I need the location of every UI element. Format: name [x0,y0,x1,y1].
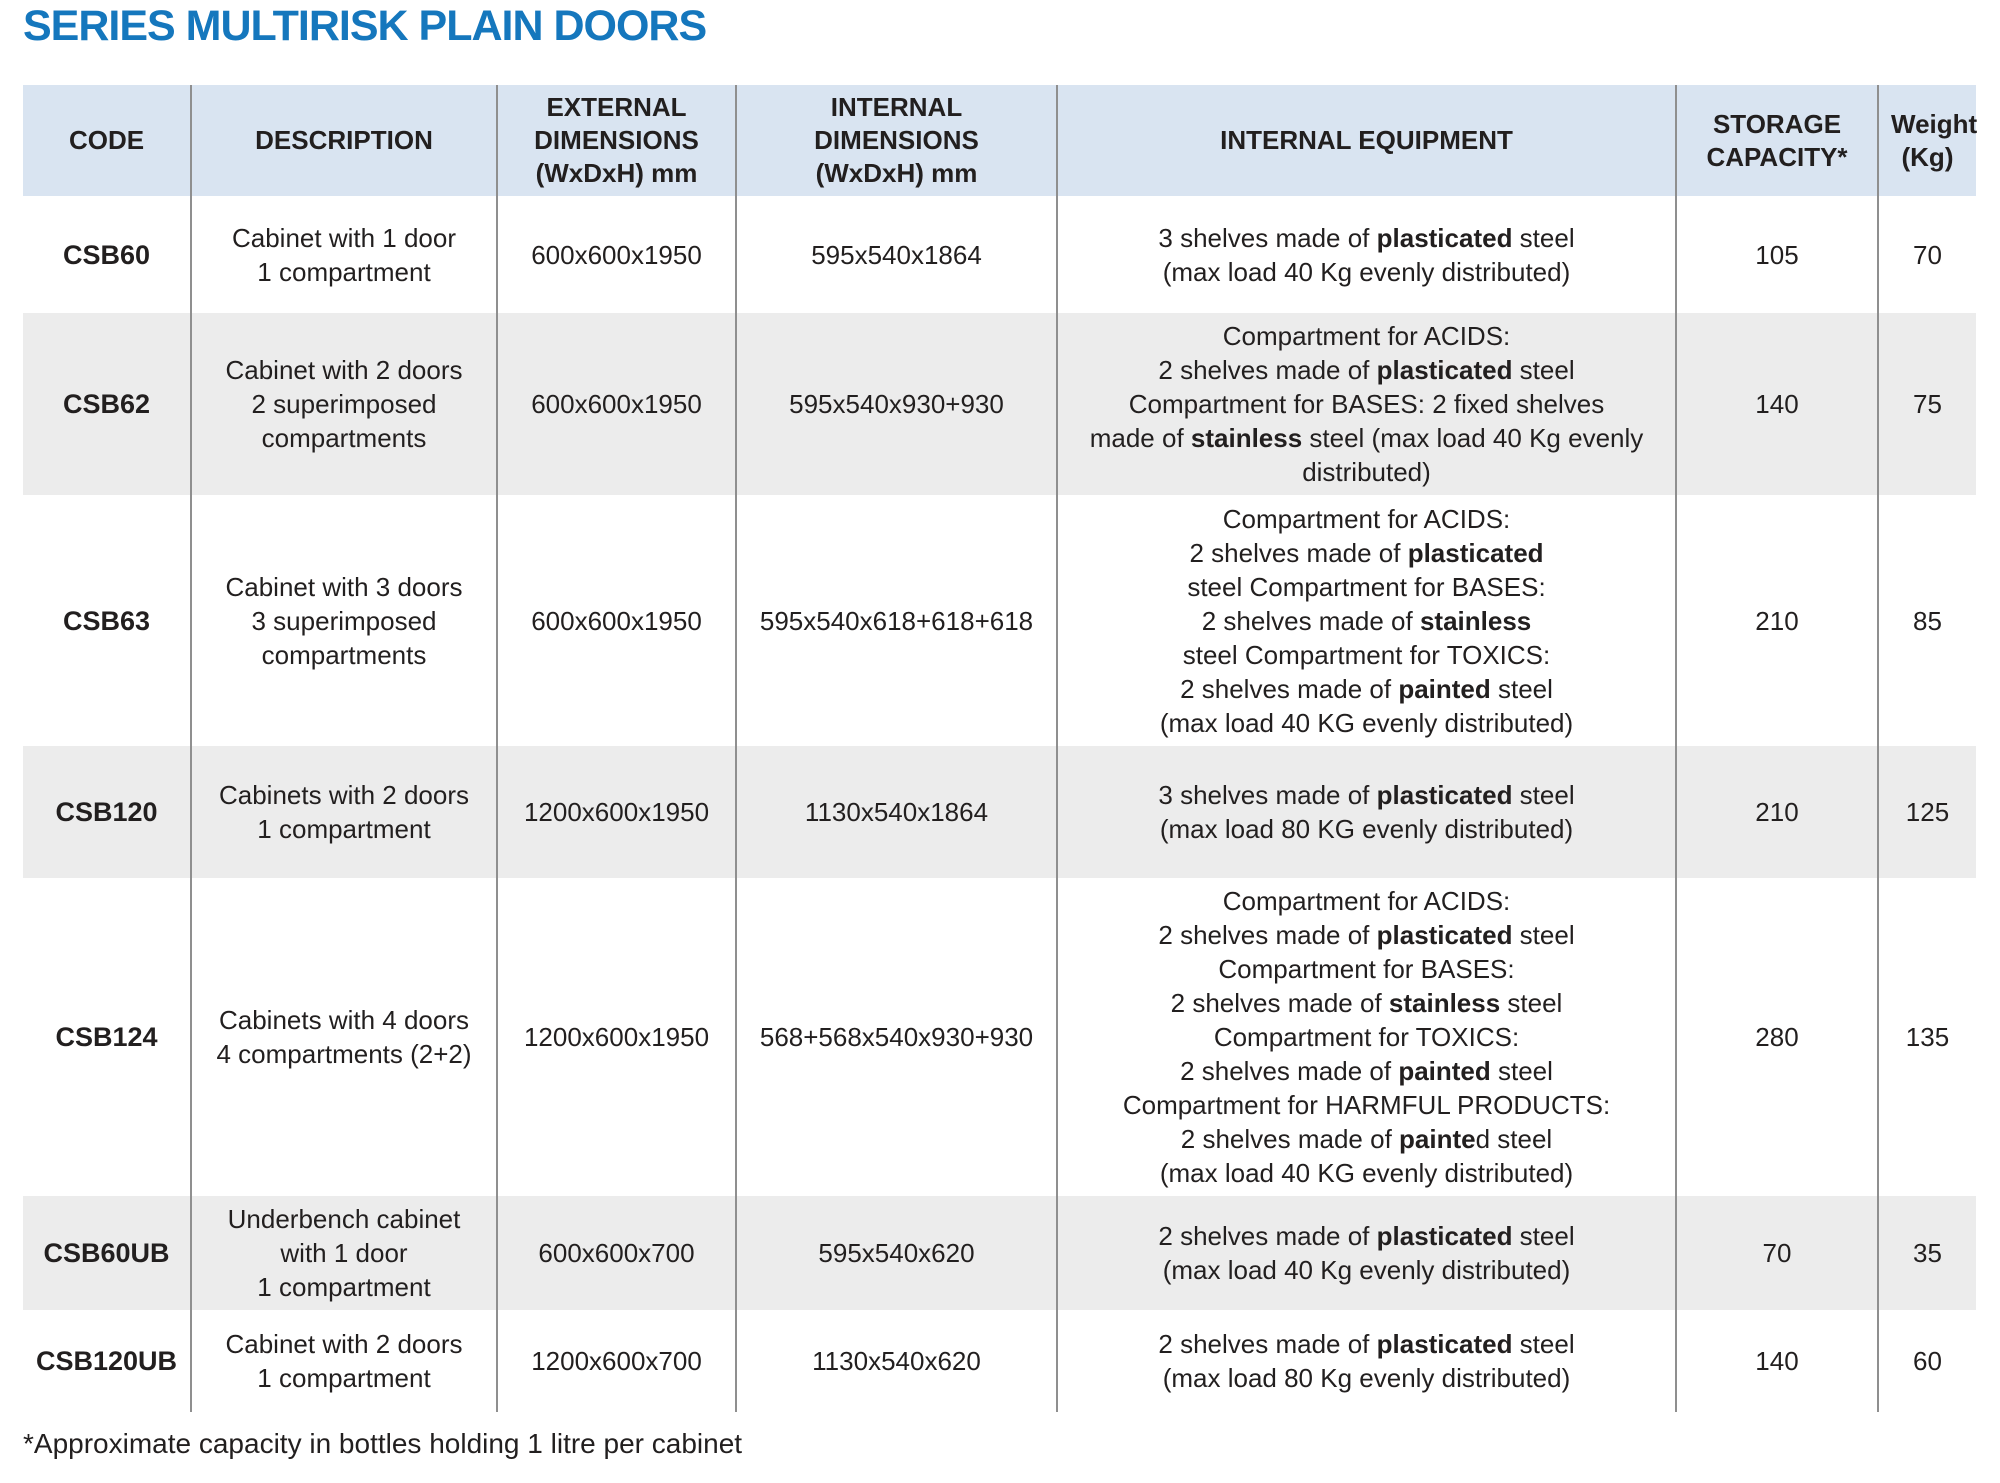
description-cell: Cabinets with 2 doors 1 compartment [191,746,498,878]
internal-dimensions-cell: 1130x540x620 [736,1310,1058,1412]
description-cell: Cabinets with 4 doors 4 compartments (2+… [191,878,498,1196]
internal-equipment-cell: Compartment for ACIDS: 2 shelves made of … [1057,878,1677,1196]
internal-equipment-cell: Compartment for ACIDS: 2 shelves made of … [1057,495,1677,746]
external-dimensions-cell: 1200x600x700 [497,1310,737,1412]
equipment-line: 2 shelves made of stainless [1201,605,1532,636]
equipment-line: Compartment for TOXICS: [1213,1022,1520,1052]
code-cell: CSB60 [23,196,192,313]
code-cell: CSB63 [23,495,192,746]
equipment-line: Compartment for ACIDS: [1222,321,1511,351]
equipment-line: 2 shelves made of plasticated steel [1158,1221,1575,1251]
equipment-line: 3 shelves made of plasticated steel [1158,222,1575,253]
equipment-line: (max load 80 Kg evenly distributed) [1162,1363,1571,1393]
col-header-internal-dimensions: INTERNAL DIMENSIONS (WxDxH) mm [736,85,1058,196]
description-cell: Cabinet with 2 doors 1 compartment [191,1310,498,1412]
table-row: CSB124 Cabinets with 4 doors 4 compartmen… [23,878,1976,1196]
storage-capacity-cell: 140 [1676,1310,1879,1412]
equipment-line: Compartment for BASES: 2 fixed shelves [1128,389,1605,419]
equipment-line: (max load 40 Kg evenly distributed) [1162,1255,1571,1285]
internal-dimensions-cell: 595x540x930+930 [736,313,1058,495]
code-cell: CSB120 [23,746,192,878]
description-cell: Cabinet with 2 doors 2 superimposed comp… [191,313,498,495]
external-dimensions-cell: 600x600x1950 [497,196,737,313]
internal-equipment-cell: 3 shelves made of plasticated steel (max … [1057,196,1677,313]
weight-cell: 35 [1913,1238,1942,1268]
weight-cell: 60 [1913,1346,1942,1376]
col-header-internal-equipment: INTERNAL EQUIPMENT [1057,85,1677,196]
equipment-line: (max load 40 KG evenly distributed) [1159,1158,1574,1188]
internal-equipment-cell: Compartment for ACIDS: 2 shelves made of … [1057,313,1677,495]
table-row: CSB63 Cabinet with 3 doors 3 superimposed… [23,495,1976,746]
external-dimensions-cell: 1200x600x1950 [497,746,737,878]
table-header: CODE DESCRIPTION EXTERNAL DIMENSIONS (Wx… [23,85,1977,196]
table-row: CSB60 Cabinet with 1 door 1 compartment 60… [23,196,1976,313]
equipment-line: 2 shelves made of painted steel [1180,673,1553,704]
code-cell: CSB60UB [23,1196,192,1310]
table-body: CSB60 Cabinet with 1 door 1 compartment 60… [23,196,1976,1412]
equipment-line: steel Compartment for TOXICS: [1182,639,1551,670]
equipment-line: Compartment for BASES: [1218,954,1515,984]
header-row: CODE DESCRIPTION EXTERNAL DIMENSIONS (Wx… [23,85,1977,196]
equipment-line: made of stainless steel (max load 40 Kg … [1089,423,1644,453]
storage-capacity-cell: 140 [1676,313,1879,495]
col-header-external-dimensions: EXTERNAL DIMENSIONS (WxDxH) mm [497,85,737,196]
equipment-line: (max load 40 KG evenly distributed) [1159,707,1574,738]
internal-equipment-cell: 3 shelves made of plasticated steel (max … [1057,746,1677,878]
code-cell: CSB124 [23,878,192,1196]
external-dimensions-cell: 600x600x700 [497,1196,737,1310]
equipment-line: Compartment for ACIDS: [1222,886,1511,916]
col-header-description: DESCRIPTION [191,85,498,196]
external-dimensions-cell: 1200x600x1950 [497,878,737,1196]
equipment-line: 3 shelves made of plasticated steel [1158,780,1575,810]
equipment-line: 2 shelves made of plasticated steel [1158,1329,1575,1359]
internal-dimensions-cell: 1130x540x1864 [736,746,1058,878]
equipment-line: (max load 40 Kg evenly distributed) [1162,256,1571,287]
external-dimensions-cell: 600x600x1950 [497,495,737,746]
description-cell: Cabinet with 1 door 1 compartment [191,196,498,313]
storage-capacity-cell: 210 [1676,746,1879,878]
weight-cell: 85 [1913,605,1942,636]
internal-equipment-cell: 2 shelves made of plasticated steel (max … [1057,1310,1677,1412]
storage-capacity-cell: 280 [1676,878,1879,1196]
col-header-weight: Weight (Kg) [1878,85,1977,196]
equipment-line: 2 shelves made of plasticated [1189,537,1544,568]
equipment-line: distributed) [1302,457,1431,487]
internal-dimensions-cell: 595x540x1864 [736,196,1058,313]
internal-dimensions-cell: 595x540x618+618+618 [736,495,1058,746]
col-header-storage-capacity: STORAGE CAPACITY* [1676,85,1879,196]
internal-equipment-cell: 2 shelves made of plasticated steel (max … [1057,1196,1677,1310]
description-cell: Underbench cabinet with 1 door 1 compart… [191,1196,498,1310]
equipment-line: 2 shelves made of plasticated steel [1158,920,1575,950]
code-cell: CSB62 [23,313,192,495]
storage-capacity-cell: 105 [1676,196,1879,313]
internal-dimensions-cell: 568+568x540x930+930 [736,878,1058,1196]
equipment-line: steel Compartment for BASES: [1187,571,1546,602]
internal-dimensions-cell: 595x540x620 [736,1196,1058,1310]
description-cell: Cabinet with 3 doors 3 superimposed comp… [191,495,498,746]
storage-capacity-cell: 70 [1676,1196,1879,1310]
weight-cell: 135 [1905,1022,1950,1052]
weight-cell: 125 [1905,797,1950,827]
external-dimensions-cell: 600x600x1950 [497,313,737,495]
equipment-line: 2 shelves made of painted steel [1180,1124,1553,1154]
equipment-line: Compartment for HARMFUL PRODUCTS: [1122,1090,1611,1120]
table-row: CSB62 Cabinet with 2 doors 2 superimposed… [23,313,1976,495]
weight-cell: 75 [1913,389,1942,419]
equipment-line: Compartment for ACIDS: [1222,503,1511,534]
col-header-code: CODE [23,85,192,196]
equipment-line: 2 shelves made of painted steel [1180,1056,1553,1086]
storage-capacity-cell: 210 [1676,495,1879,746]
product-table: CODE DESCRIPTION EXTERNAL DIMENSIONS (Wx… [23,85,1977,1412]
code-cell: CSB120UB [23,1310,192,1412]
equipment-line: 2 shelves made of plasticated steel [1158,355,1575,385]
weight-cell: 70 [1913,239,1942,270]
equipment-line: 2 shelves made of stainless steel [1170,988,1563,1018]
page-title: SERIES MULTIRISK PLAIN DOORS [23,2,707,50]
table-row: CSB120 Cabinets with 2 doors 1 compartmen… [23,746,1976,878]
equipment-line: (max load 80 KG evenly distributed) [1159,814,1574,844]
table-row: CSB60UB Underbench cabinet with 1 door 1 … [23,1196,1976,1310]
table-row: CSB120UB Cabinet with 2 doors 1 compartme… [23,1310,1976,1412]
footnote: *Approximate capacity in bottles holding… [23,1428,743,1459]
